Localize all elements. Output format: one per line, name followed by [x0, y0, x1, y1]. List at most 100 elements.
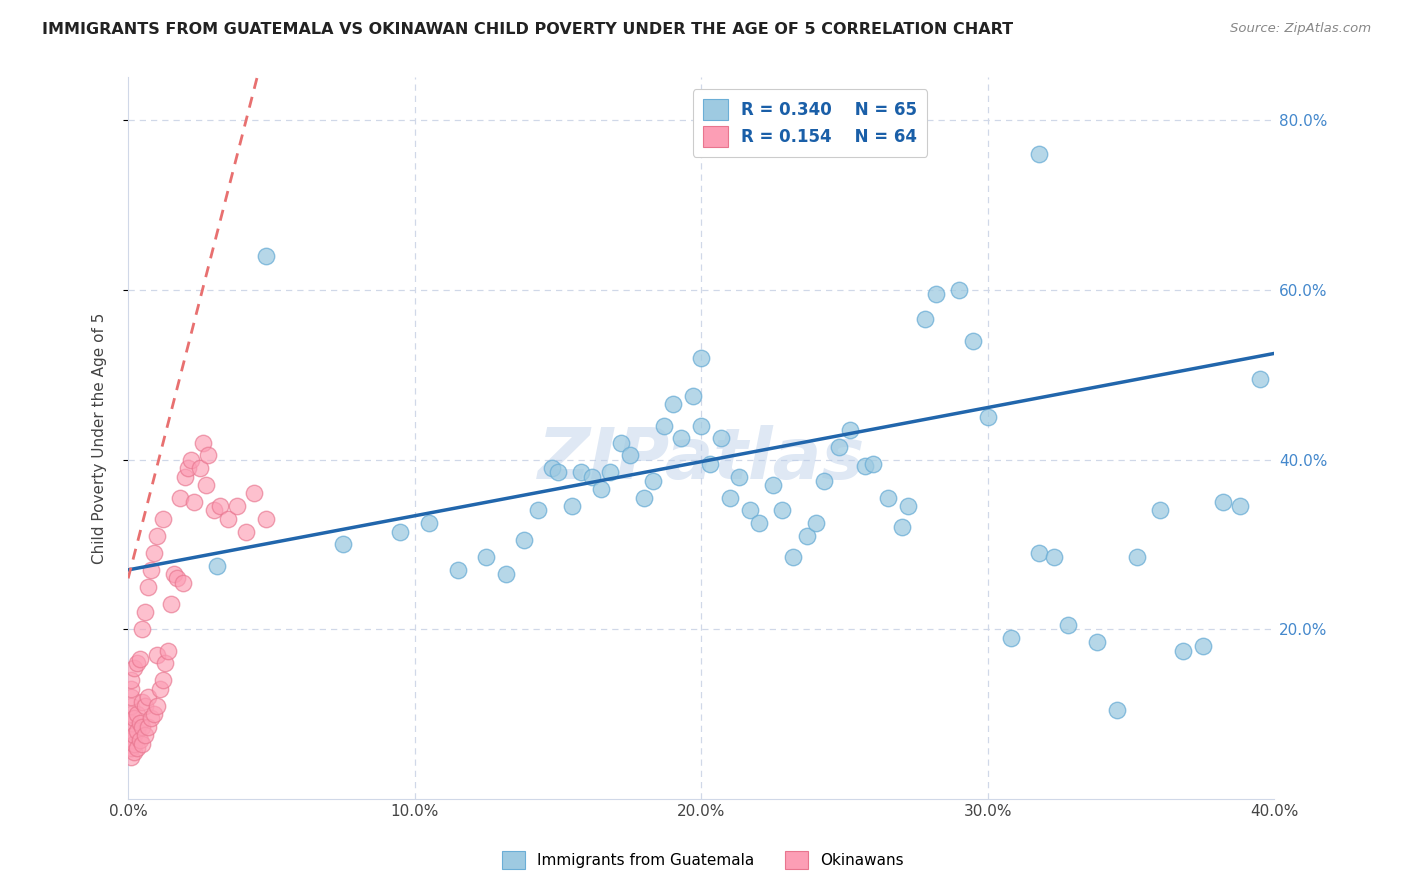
Point [1105, 703, 1128, 717]
Point [166, 571, 188, 585]
Point [1028, 546, 1050, 560]
Point [120, 724, 142, 739]
Point [149, 681, 172, 696]
Point [202, 503, 225, 517]
Point [139, 711, 162, 725]
Point [914, 312, 936, 326]
Point [862, 457, 884, 471]
Point [1171, 643, 1194, 657]
Point [1249, 372, 1271, 386]
Point [122, 660, 145, 674]
Point [527, 503, 550, 517]
Point [890, 520, 912, 534]
Point [447, 563, 470, 577]
Point [1028, 146, 1050, 161]
Point [569, 465, 592, 479]
Point [512, 533, 534, 548]
Point [682, 389, 704, 403]
Point [738, 503, 761, 517]
Point [191, 435, 214, 450]
Text: IMMIGRANTS FROM GUATEMALA VS OKINAWAN CHILD POVERTY UNDER THE AGE OF 5 CORRELATI: IMMIGRANTS FROM GUATEMALA VS OKINAWAN CH… [42, 22, 1014, 37]
Point [157, 643, 180, 657]
Point [122, 711, 145, 725]
Text: ZIPatlas: ZIPatlas [537, 425, 865, 494]
Point [155, 657, 177, 671]
Point [131, 720, 153, 734]
Legend: Immigrants from Guatemala, Okinawans: Immigrants from Guatemala, Okinawans [496, 845, 910, 875]
Point [1085, 635, 1108, 649]
Point [134, 729, 156, 743]
Point [120, 741, 142, 756]
Point [120, 732, 142, 747]
Point [139, 563, 162, 577]
Point [828, 440, 851, 454]
Point [589, 482, 612, 496]
Point [710, 431, 733, 445]
Point [925, 287, 948, 301]
Point [699, 457, 721, 471]
Point [152, 673, 174, 688]
Point [727, 469, 749, 483]
Point [125, 707, 148, 722]
Point [1126, 550, 1149, 565]
Point [194, 478, 217, 492]
Point [163, 567, 186, 582]
Point [332, 537, 354, 551]
Y-axis label: Child Poverty Under the Age of 5: Child Poverty Under the Age of 5 [93, 312, 107, 564]
Point [254, 249, 277, 263]
Point [128, 652, 150, 666]
Point [748, 516, 770, 531]
Point [475, 550, 498, 565]
Point [1191, 640, 1213, 654]
Point [131, 623, 153, 637]
Point [813, 474, 835, 488]
Point [652, 418, 675, 433]
Point [169, 491, 191, 505]
Point [120, 715, 142, 730]
Point [120, 673, 142, 688]
Point [599, 465, 621, 479]
Point [547, 465, 569, 479]
Point [128, 715, 150, 730]
Point [226, 500, 249, 514]
Point [641, 474, 664, 488]
Point [1000, 631, 1022, 645]
Point [172, 575, 194, 590]
Point [690, 351, 713, 365]
Point [122, 746, 145, 760]
Point [146, 529, 169, 543]
Point [839, 423, 862, 437]
Point [897, 500, 920, 514]
Point [718, 491, 741, 505]
Point [205, 558, 228, 573]
Point [243, 486, 266, 500]
Point [561, 500, 583, 514]
Point [136, 720, 159, 734]
Point [1042, 550, 1064, 565]
Point [610, 435, 633, 450]
Point [120, 690, 142, 705]
Point [690, 418, 713, 433]
Point [782, 550, 804, 565]
Point [1229, 500, 1251, 514]
Point [142, 546, 165, 560]
Point [770, 503, 793, 517]
Point [977, 410, 1000, 425]
Legend: R = 0.340    N = 65, R = 0.154    N = 64: R = 0.340 N = 65, R = 0.154 N = 64 [693, 89, 928, 157]
Point [180, 452, 202, 467]
Point [1149, 503, 1171, 517]
Point [160, 597, 183, 611]
Point [581, 469, 603, 483]
Point [128, 732, 150, 747]
Point [254, 512, 277, 526]
Point [146, 648, 169, 662]
Point [217, 512, 239, 526]
Point [174, 469, 197, 483]
Point [796, 529, 818, 543]
Point [495, 567, 517, 582]
Point [125, 741, 148, 756]
Point [136, 690, 159, 705]
Text: Source: ZipAtlas.com: Source: ZipAtlas.com [1230, 22, 1371, 36]
Point [146, 698, 169, 713]
Point [134, 606, 156, 620]
